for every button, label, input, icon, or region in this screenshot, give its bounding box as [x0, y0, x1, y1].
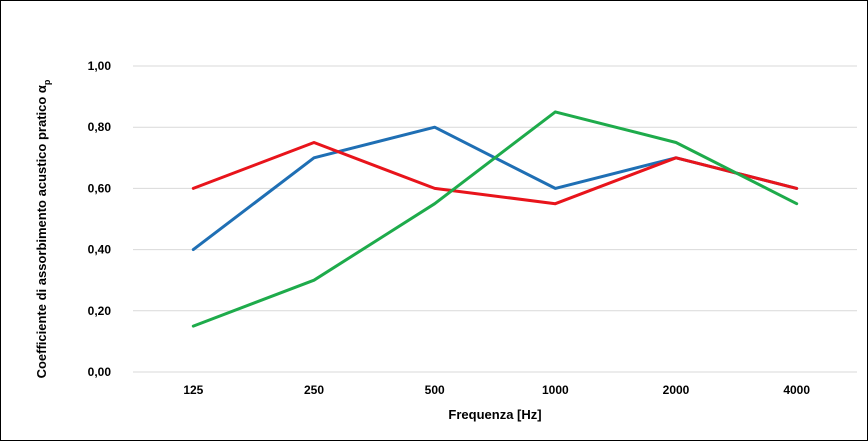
- x-tick-label: 4000: [783, 383, 810, 397]
- y-axis-title-subscript: p: [42, 79, 52, 85]
- y-tick-labels: 0,00 0,20 0,40 0,60 0,80 1,00: [88, 59, 112, 379]
- x-tick-label: 1000: [542, 383, 569, 397]
- series-line-2: [191, 141, 799, 206]
- series-line-3: [191, 110, 799, 328]
- x-tick-label: 125: [183, 383, 203, 397]
- grid-lines: [133, 65, 857, 373]
- y-tick-label: 1,00: [88, 59, 112, 73]
- y-axis-title-main: Coefficiente di assorbimento acustico pr…: [34, 85, 49, 378]
- x-tick-label: 250: [304, 383, 324, 397]
- y-tick-label: 0,60: [88, 181, 112, 195]
- series-lines: [191, 110, 799, 328]
- y-tick-label: 0,00: [88, 365, 112, 379]
- x-tick-label: 2000: [663, 383, 690, 397]
- y-tick-label: 0,40: [88, 243, 112, 257]
- y-tick-label: 0,80: [88, 120, 112, 134]
- y-tick-label: 0,20: [88, 304, 112, 318]
- x-tick-labels: 125 250 500 1000 2000 4000: [183, 383, 810, 397]
- x-axis-title: Frequenza [Hz]: [448, 407, 541, 422]
- x-tick-label: 500: [425, 383, 445, 397]
- y-axis-title: Coefficiente di assorbimento acustico pr…: [34, 79, 52, 378]
